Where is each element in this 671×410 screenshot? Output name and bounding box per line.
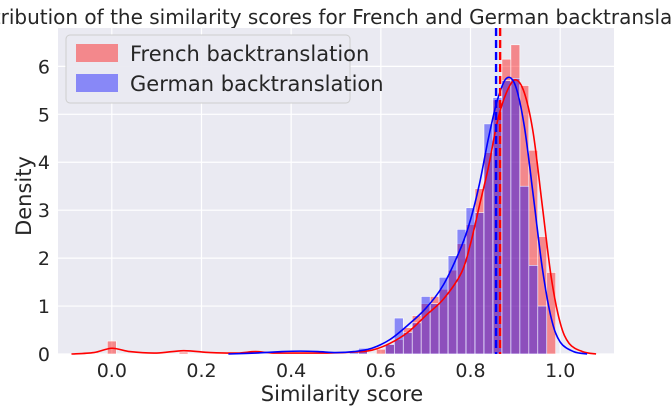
x-tick-label: 0.4 [276,360,306,382]
x-tick-label: 0.6 [366,360,396,382]
y-axis-ticks: 0 1 2 3 4 5 6 [38,56,50,366]
legend-label-german: German backtranslation [130,72,384,96]
y-tick-label: 3 [38,200,50,222]
x-tick-label: 1.0 [545,360,575,382]
bar-german [474,212,485,355]
y-tick-label: 4 [38,152,50,174]
bar-french [546,272,557,355]
y-tick-label: 5 [38,104,50,126]
mean-lines [494,28,502,354]
y-tick-label: 6 [38,56,50,78]
bar-german [537,305,548,355]
chart-title: Distribution of the similarity scores fo… [0,5,671,29]
bar-german [501,80,512,355]
histogram-bars [107,44,557,355]
x-tick-label: 0.0 [97,360,127,382]
bar-german [483,123,494,355]
legend-swatch-german [76,74,118,92]
legend: French backtranslation German backtransl… [65,34,384,104]
legend-box [65,34,351,104]
bar-german [519,185,530,355]
x-tick-label: 0.8 [455,360,485,382]
kde-curves [71,76,597,355]
y-tick-label: 0 [38,344,50,366]
bar-german [447,255,458,355]
kde-curve-german [228,76,588,355]
y-tick-label: 2 [38,248,50,270]
kde-curve-french [71,78,597,355]
x-tick-label: 0.2 [186,360,216,382]
y-axis-title: Density [12,156,36,236]
x-axis-ticks: 0.0 0.2 0.4 0.6 0.8 1.0 [97,360,576,382]
bar-german [510,78,521,355]
bar-german [528,265,539,355]
bar-german [385,344,395,355]
bar-french [376,348,386,355]
legend-swatch-french [76,44,118,62]
legend-label-french: French backtranslation [130,42,369,66]
bar-french [178,351,189,355]
x-axis-title: Similarity score [261,382,423,406]
y-tick-label: 1 [38,296,50,318]
